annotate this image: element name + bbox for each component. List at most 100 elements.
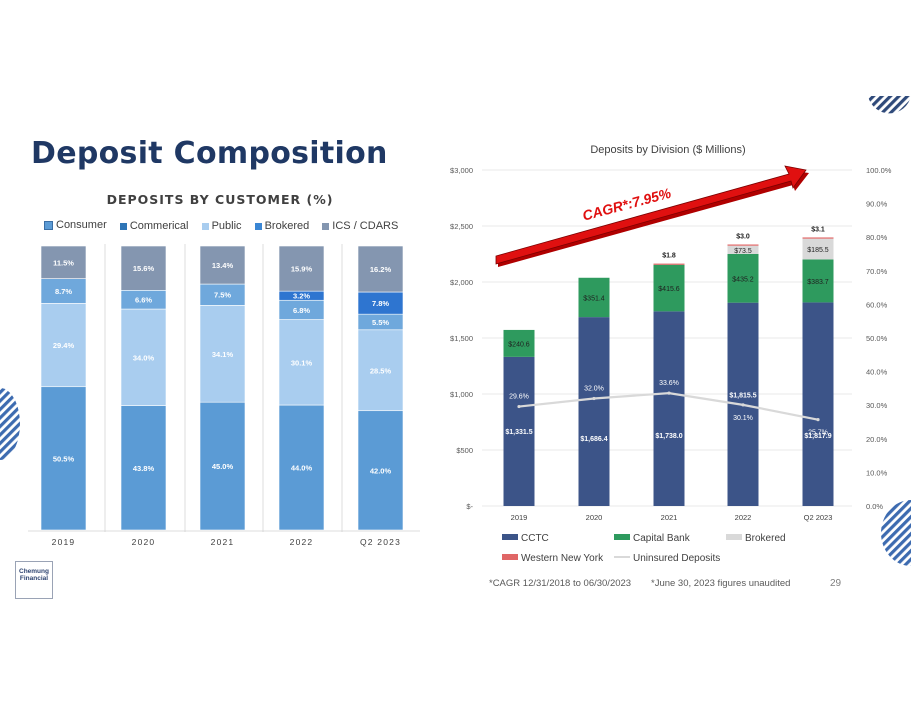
legend-swatch xyxy=(726,534,742,540)
y2-tick-label: 90.0% xyxy=(866,200,888,209)
bar-capital-bank-4 xyxy=(802,259,834,303)
data-label: 42.0% xyxy=(370,466,392,475)
cagr-arrow-shape xyxy=(495,165,807,265)
right-chart-title: Deposits by Division ($ Millions) xyxy=(590,144,745,156)
cagr-arrow xyxy=(495,165,809,267)
bar-capital-bank-1 xyxy=(578,277,610,318)
line-point xyxy=(816,418,820,422)
data-label: 15.9% xyxy=(291,265,313,274)
data-label: 43.8% xyxy=(133,464,155,473)
data-label: 30.1% xyxy=(291,358,313,367)
y2-tick-label: 100.0% xyxy=(866,166,892,175)
footnote-cagr: *CAGR 12/31/2018 to 06/30/2023 xyxy=(489,578,632,589)
data-label: 50.5% xyxy=(53,454,75,463)
data-label: $1,738.0 xyxy=(655,433,682,440)
bar-consumer-0 xyxy=(40,386,87,531)
line-point xyxy=(517,404,521,409)
bar-capital-bank-2 xyxy=(653,264,685,312)
data-label: 6.8% xyxy=(293,306,310,315)
x-tick-label: Q2 2023 xyxy=(360,537,401,547)
y2-tick-label: 10.0% xyxy=(866,468,888,477)
legend-swatch xyxy=(502,534,518,540)
legend-label: Western New York xyxy=(521,553,604,564)
data-label: $435.2 xyxy=(732,276,754,283)
bar-public-3 xyxy=(278,319,325,406)
legend-consumer: Consumer xyxy=(44,219,107,231)
y-tick-label: $2,500 xyxy=(450,222,473,231)
line-label: 25.7% xyxy=(808,430,828,437)
bar-commerical-0 xyxy=(40,278,87,304)
line-label: 30.1% xyxy=(733,415,753,422)
y2-tick-label: 50.0% xyxy=(866,334,888,343)
x-tick-label: 2021 xyxy=(661,513,678,522)
data-label: 13.4% xyxy=(212,261,234,270)
y-tick-label: $500 xyxy=(456,446,473,455)
data-label: 6.6% xyxy=(135,296,152,305)
data-label: $185.5 xyxy=(807,247,829,254)
data-label: 44.0% xyxy=(291,464,313,473)
bar-cctc-1 xyxy=(578,317,610,506)
bar-ics-cdars-4 xyxy=(357,245,404,293)
data-label: 29.4% xyxy=(53,341,75,350)
data-label: $1,686.4 xyxy=(580,436,607,443)
line-label: 29.6% xyxy=(509,394,529,401)
data-label: $351.4 xyxy=(583,295,605,302)
data-label: 7.8% xyxy=(372,299,389,308)
legend-swatch xyxy=(614,534,630,540)
x-tick-label: 2019 xyxy=(511,513,528,522)
data-label: 45.0% xyxy=(212,462,234,471)
data-label: $1.8 xyxy=(662,253,676,260)
bar-consumer-4 xyxy=(357,410,404,531)
y2-tick-label: 0.0% xyxy=(866,502,883,511)
x-tick-label: 2020 xyxy=(586,513,603,522)
data-label: $3.0 xyxy=(736,233,750,240)
data-label: 3.2% xyxy=(293,292,310,301)
left-chart-legend: Consumer Commerical Public Brokered ICS … xyxy=(44,219,408,233)
bar-public-2 xyxy=(199,305,246,403)
data-label: 7.5% xyxy=(214,291,231,300)
bar-western-new-york-2 xyxy=(653,263,685,265)
bar-capital-bank-0 xyxy=(503,329,535,357)
y-tick-label: $- xyxy=(466,502,473,511)
data-label: $73.5 xyxy=(734,248,752,255)
bar-brokered-4 xyxy=(802,238,834,260)
line-point xyxy=(667,391,671,395)
line-label: 32.0% xyxy=(584,385,604,392)
y-tick-label: $2,000 xyxy=(450,278,473,287)
legend-ics-cdars: ICS / CDARS xyxy=(322,220,398,232)
bar-cctc-4 xyxy=(802,302,834,506)
data-label: 34.1% xyxy=(212,350,234,359)
bar-public-4 xyxy=(357,329,404,412)
x-tick-label: 2019 xyxy=(52,537,76,547)
data-label: 15.6% xyxy=(133,264,155,273)
y-tick-label: $3,000 xyxy=(450,166,473,175)
y2-tick-label: 70.0% xyxy=(866,267,888,276)
y2-tick-label: 20.0% xyxy=(866,435,888,444)
legend-label: Brokered xyxy=(745,533,786,544)
bar-ics-cdars-1 xyxy=(120,245,167,291)
footnote-unaudited: *June 30, 2023 figures unaudited xyxy=(651,578,791,589)
bar-ics-cdars-2 xyxy=(199,245,246,285)
x-tick-label: 2022 xyxy=(290,537,314,547)
data-label: $415.6 xyxy=(658,286,680,293)
y2-tick-label: 80.0% xyxy=(866,233,888,242)
bar-ics-cdars-3 xyxy=(278,245,325,292)
bar-brokered-3 xyxy=(727,245,759,254)
bar-western-new-york-3 xyxy=(727,244,759,246)
data-label: $383.7 xyxy=(807,279,829,286)
bar-cctc-0 xyxy=(503,356,535,506)
y2-tick-label: 30.0% xyxy=(866,401,888,410)
page-number: 29 xyxy=(830,578,842,589)
bar-public-1 xyxy=(120,308,167,406)
data-label: $240.6 xyxy=(508,341,530,348)
legend-commercial: Commerical xyxy=(119,220,189,232)
bar-ics-cdars-0 xyxy=(40,245,87,279)
bar-consumer-2 xyxy=(199,401,246,531)
data-label: 28.5% xyxy=(370,366,392,375)
x-tick-label: 2020 xyxy=(132,537,156,547)
x-tick-label: 2021 xyxy=(211,537,235,547)
y2-tick-label: 40.0% xyxy=(866,368,888,377)
bar-western-new-york-4 xyxy=(802,237,834,239)
legend-label: Capital Bank xyxy=(633,533,691,544)
